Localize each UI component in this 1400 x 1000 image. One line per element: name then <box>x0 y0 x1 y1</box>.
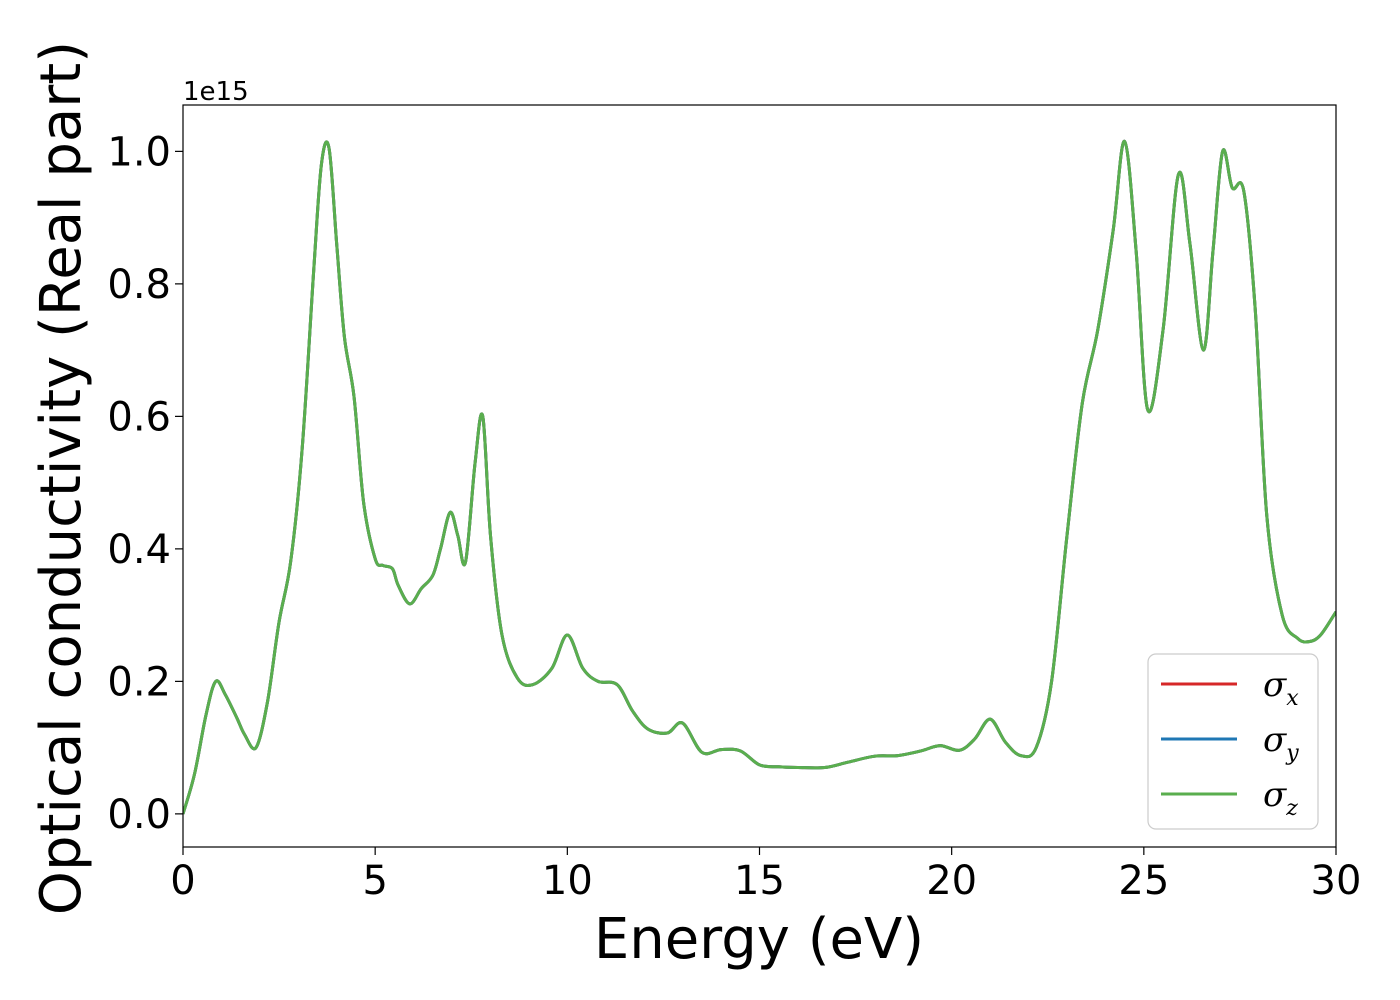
legend-subscript: z <box>1285 796 1298 821</box>
x-tick-label: 25 <box>1118 858 1169 904</box>
y-tick-label: 1.0 <box>107 129 171 175</box>
legend-subscript: x <box>1286 686 1299 711</box>
y-axis-label: Optical conductivity (Real part) <box>29 41 94 915</box>
y-tick-label: 0.0 <box>107 792 171 838</box>
legend-box <box>1147 653 1319 830</box>
x-axis-label: Energy (eV) <box>594 907 924 972</box>
y-tick-label: 0.2 <box>107 659 171 705</box>
y-tick-label: 0.6 <box>107 394 171 440</box>
x-tick-label: 20 <box>926 858 977 904</box>
x-tick-label: 5 <box>362 858 387 904</box>
y-tick-label: 0.8 <box>107 262 171 308</box>
x-tick-label: 0 <box>170 858 195 904</box>
y-tick-label: 0.4 <box>107 527 171 573</box>
series-line-sigma-z <box>183 139 1336 815</box>
y-offset-label: 1e15 <box>183 77 249 107</box>
x-tick-label: 30 <box>1311 858 1362 904</box>
x-tick-label: 15 <box>734 858 785 904</box>
y-axis-ticks: 0.0 0.2 0.4 0.6 0.8 1.0 <box>107 129 183 838</box>
legend-subscript: y <box>1285 741 1299 766</box>
x-tick-label: 10 <box>542 858 593 904</box>
x-axis-ticks: 0 5 10 15 20 25 30 <box>170 847 1361 904</box>
